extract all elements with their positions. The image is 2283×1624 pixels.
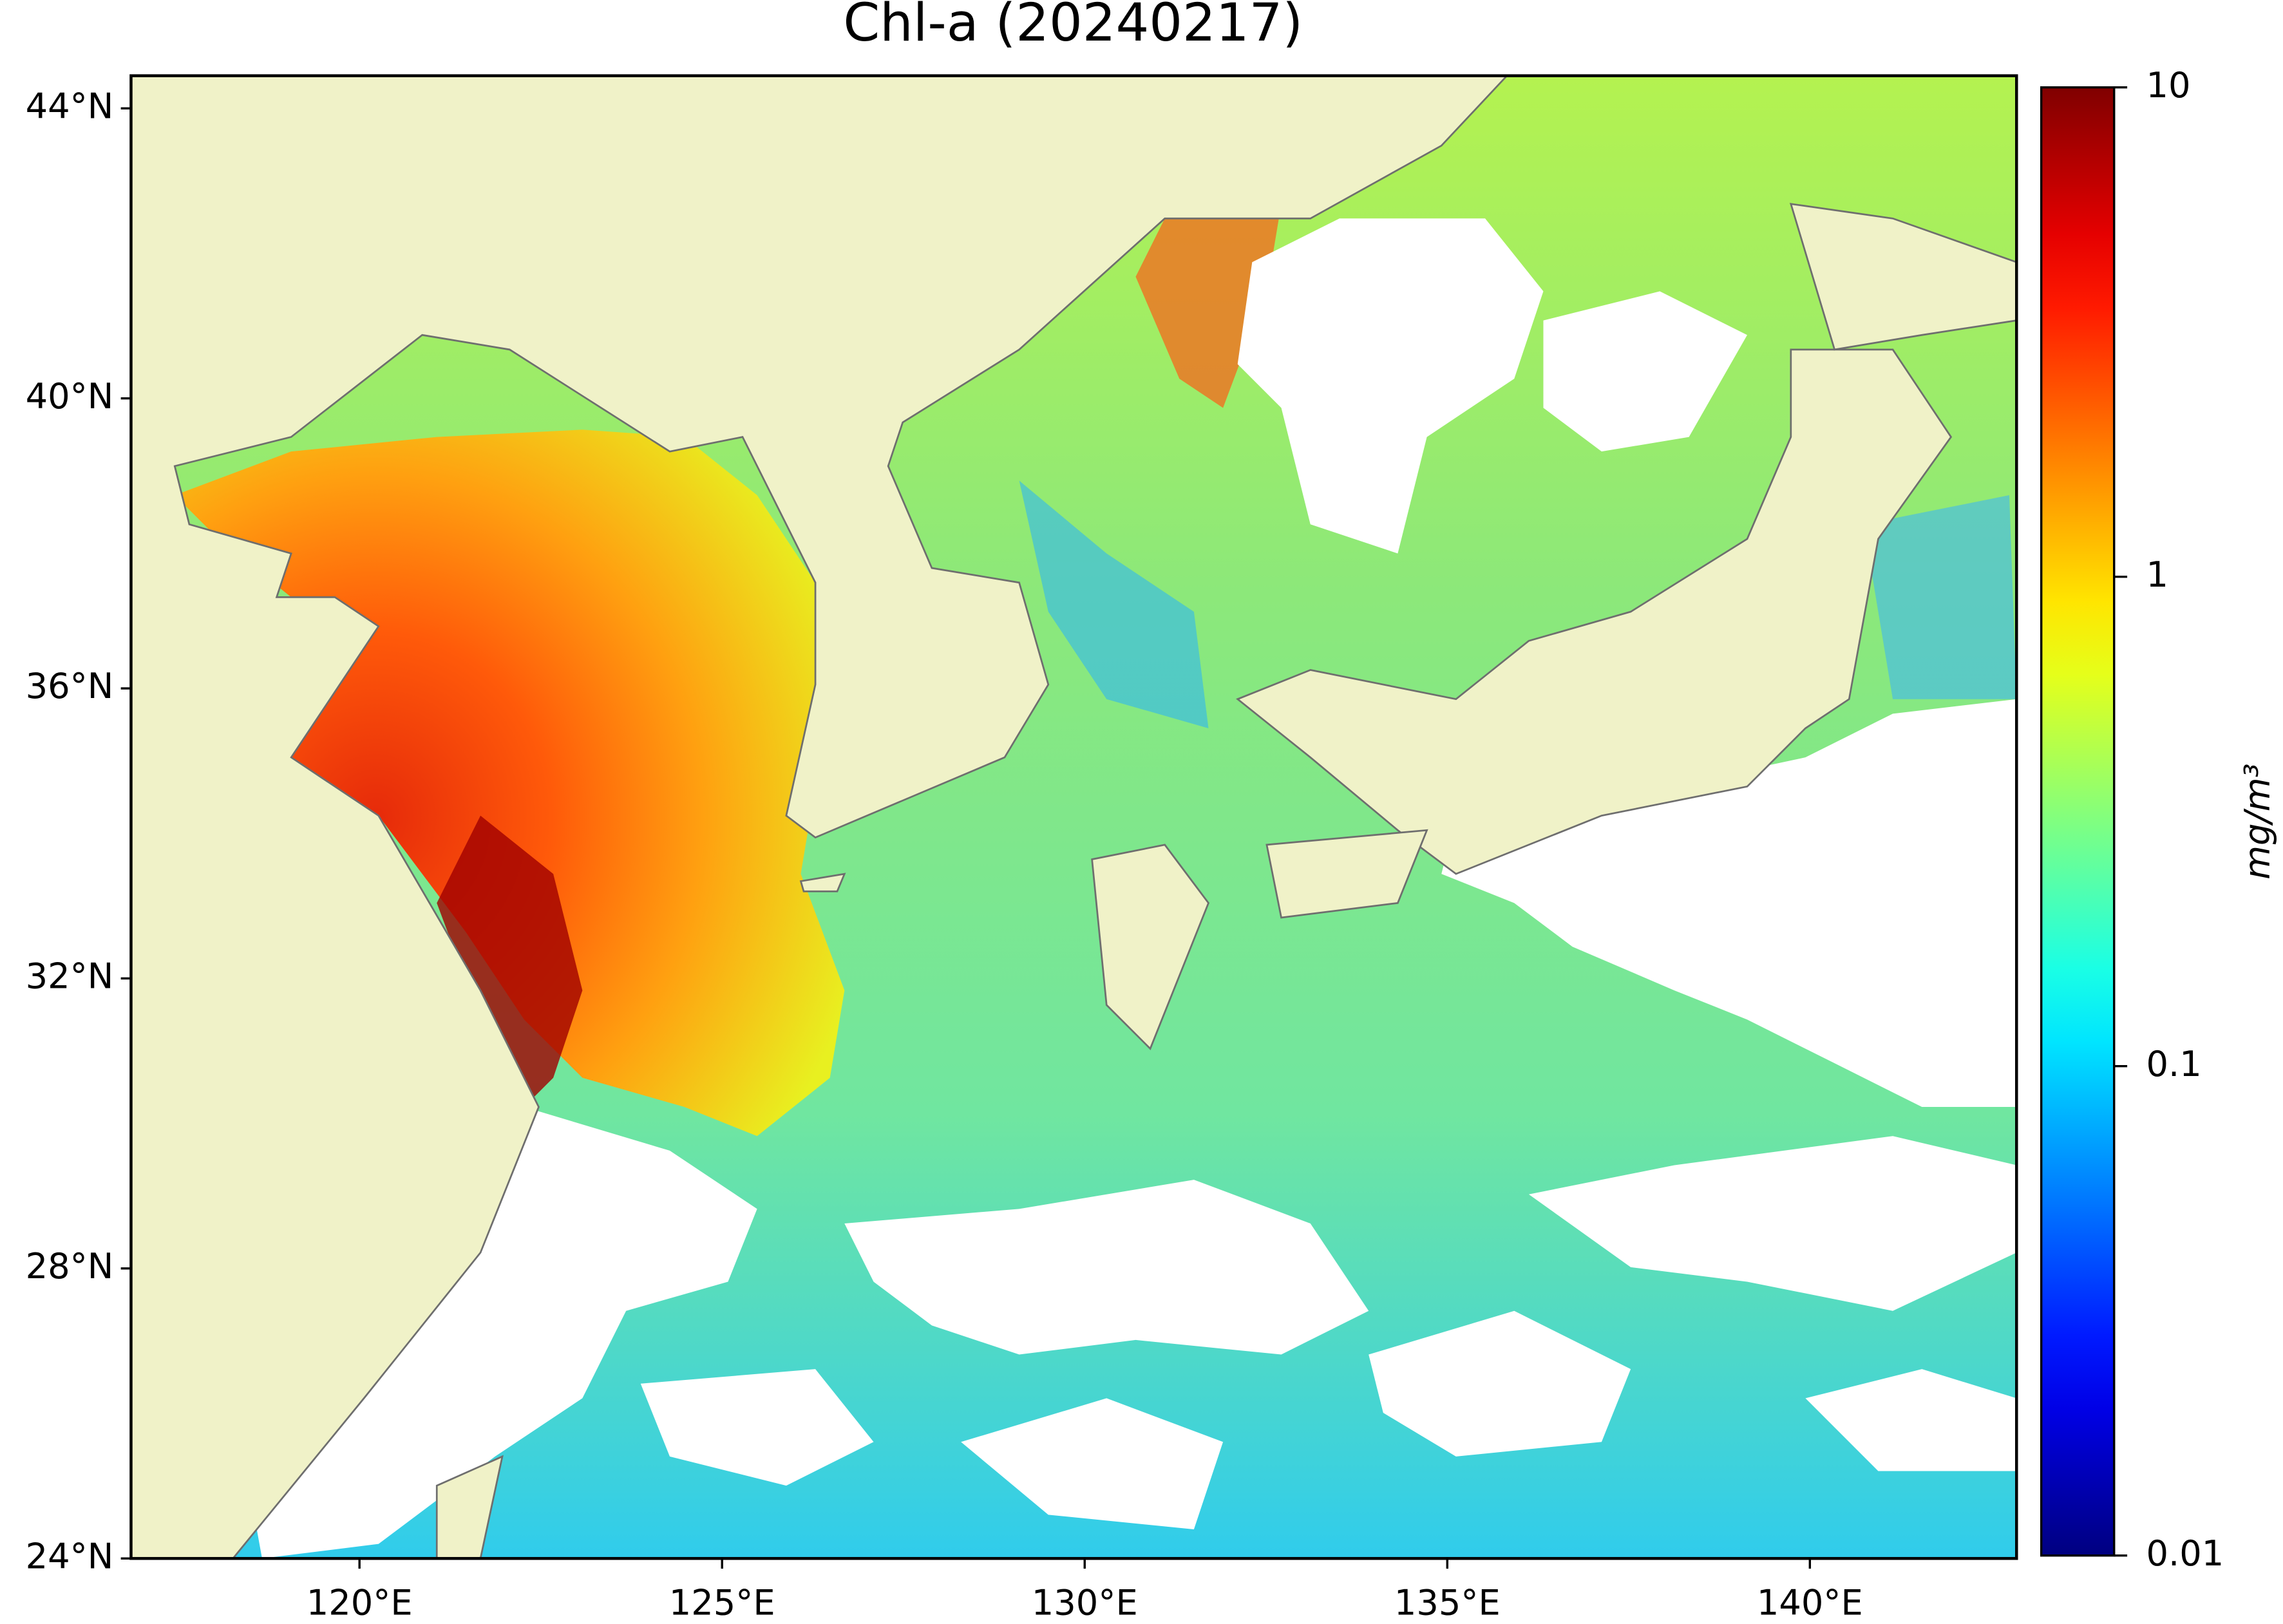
- colorbar-label: mg/m³: [2237, 764, 2278, 880]
- y-tick-label: 24°N: [26, 1536, 114, 1576]
- colorbar-tick-label: 1: [2146, 554, 2168, 595]
- colorbar-tick-label: 10: [2146, 65, 2190, 106]
- y-tick-label: 28°N: [26, 1246, 114, 1287]
- map-frame: [129, 74, 2018, 1560]
- coastal-bloom: [1135, 203, 1282, 408]
- map-title: Chl-a (20240217): [843, 0, 1303, 53]
- y-tick-label: 44°N: [26, 86, 114, 126]
- y-tick-label: 36°N: [26, 666, 114, 706]
- x-tick-label: 130°E: [1032, 1583, 1138, 1623]
- y-tick-label: 40°N: [26, 376, 114, 417]
- coastal-bloom: [437, 815, 583, 1108]
- colorbar: [2040, 86, 2116, 1557]
- colorbar-tick-label: 0.1: [2146, 1044, 2201, 1084]
- low-chl-patch: [1863, 495, 2017, 699]
- colorbar-tick-label: 0.01: [2146, 1533, 2224, 1574]
- x-tick-label: 135°E: [1394, 1583, 1501, 1623]
- x-tick-label: 140°E: [1757, 1583, 1863, 1623]
- no-data: [232, 218, 2017, 1559]
- chlorophyll-map: [131, 75, 2017, 1559]
- y-tick-label: 32°N: [26, 956, 114, 997]
- land: [131, 75, 2017, 1559]
- x-tick-label: 120°E: [307, 1583, 413, 1623]
- low-chl-patch: [1019, 480, 1209, 728]
- x-tick-label: 125°E: [669, 1583, 775, 1623]
